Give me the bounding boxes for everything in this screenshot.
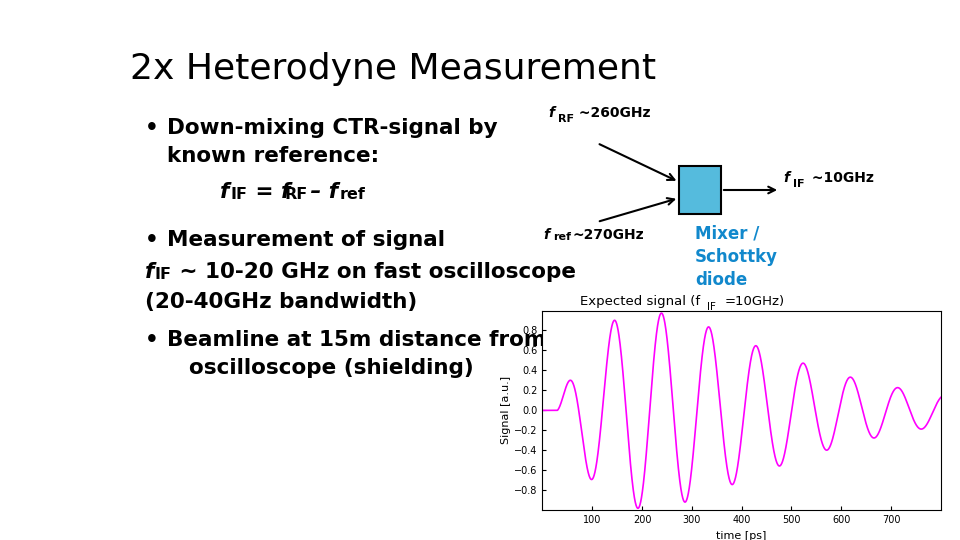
Text: IF: IF — [707, 302, 716, 312]
Text: f: f — [145, 262, 155, 282]
Text: RF: RF — [285, 187, 308, 202]
X-axis label: time [ps]: time [ps] — [716, 531, 767, 540]
Text: Mixer /
Schottky
diode: Mixer / Schottky diode — [695, 224, 778, 289]
Text: IF: IF — [230, 187, 247, 202]
Text: f: f — [543, 228, 549, 242]
Text: ~10GHz: ~10GHz — [807, 171, 874, 185]
Text: 2x Heterodyne Measurement: 2x Heterodyne Measurement — [130, 52, 656, 86]
Text: = f: = f — [248, 182, 290, 202]
Text: f: f — [783, 171, 789, 185]
Bar — [679, 166, 721, 214]
Text: IF: IF — [155, 267, 172, 282]
Text: Down-mixing CTR-signal by: Down-mixing CTR-signal by — [167, 118, 497, 138]
Text: ~270GHz: ~270GHz — [573, 228, 644, 242]
Text: RF: RF — [558, 114, 574, 124]
Text: f: f — [548, 106, 554, 120]
Text: IF: IF — [793, 179, 804, 189]
Text: f: f — [220, 182, 229, 202]
Text: ~ 10-20 GHz on fast oscilloscope: ~ 10-20 GHz on fast oscilloscope — [172, 262, 576, 282]
Text: •: • — [145, 330, 158, 350]
Text: •: • — [145, 230, 158, 250]
Text: Measurement of signal: Measurement of signal — [167, 230, 445, 250]
Text: oscilloscope (shielding): oscilloscope (shielding) — [189, 358, 473, 378]
Text: (20-40GHz bandwidth): (20-40GHz bandwidth) — [145, 292, 418, 312]
Text: •: • — [145, 118, 158, 138]
Text: Beamline at 15m distance from: Beamline at 15m distance from — [167, 330, 546, 350]
Text: =10GHz): =10GHz) — [725, 295, 785, 308]
Text: known reference:: known reference: — [167, 146, 379, 166]
Text: ref: ref — [553, 232, 571, 242]
Text: – f: – f — [303, 182, 338, 202]
Text: Expected signal (f: Expected signal (f — [580, 295, 700, 308]
Y-axis label: Signal [a.u.]: Signal [a.u.] — [501, 376, 512, 444]
Text: ~260GHz: ~260GHz — [574, 106, 651, 120]
Text: ref: ref — [340, 187, 366, 202]
